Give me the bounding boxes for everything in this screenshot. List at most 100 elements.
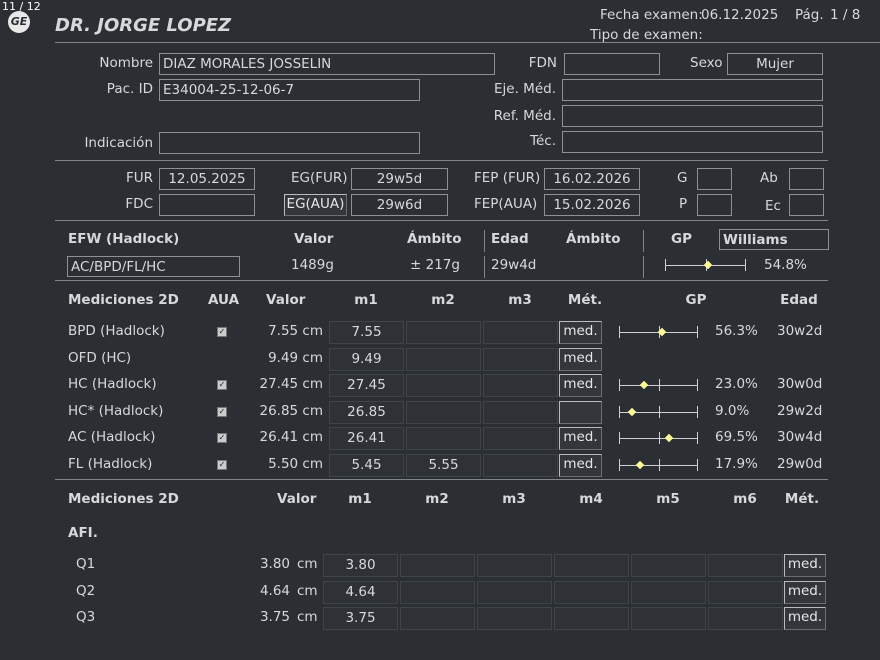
fur-field[interactable]: 12.05.2025 [159, 168, 255, 190]
afi-m4-cell[interactable] [554, 580, 629, 604]
efw-title: EFW (Hadlock) [68, 231, 180, 247]
fdc-label: FDC [125, 196, 153, 212]
gp-bar-tick-mid [659, 458, 660, 471]
eje-med-field[interactable] [562, 79, 823, 101]
efw-edad-header: Edad [491, 231, 529, 247]
fdn-label: FDN [528, 55, 557, 71]
afi-m5-header: m5 [656, 491, 680, 507]
afi-m5-cell[interactable] [631, 607, 706, 630]
tec-field[interactable] [562, 131, 823, 153]
m1-cell[interactable]: 27.45 [329, 374, 404, 397]
aua-checkbox[interactable]: ✓ [217, 406, 227, 417]
m2-cell[interactable] [406, 321, 481, 344]
afi-m4-cell[interactable] [554, 554, 629, 577]
ab-field[interactable] [789, 168, 824, 190]
method-button[interactable]: med. [559, 427, 602, 450]
aua-checkbox[interactable]: ✓ [217, 459, 227, 470]
afi-m2-cell[interactable] [400, 554, 475, 577]
efw-formula-field[interactable]: AC/BPD/FL/HC [67, 256, 240, 277]
afi-m5-cell[interactable] [631, 580, 706, 604]
fepfur-field[interactable]: 16.02.2026 [544, 168, 640, 190]
m2-cell[interactable] [406, 374, 481, 397]
m3-cell[interactable] [483, 400, 558, 424]
m1-cell[interactable]: 26.85 [329, 400, 404, 424]
afi-m2-cell[interactable] [400, 580, 475, 604]
m1-cell[interactable]: 7.55 [329, 321, 404, 344]
egfur-field[interactable]: 29w5d [351, 168, 448, 190]
egaua-field[interactable]: 29w6d [351, 194, 448, 216]
m3-cell[interactable] [483, 453, 558, 477]
method-button[interactable]: med. [559, 347, 602, 371]
aua-checkbox[interactable]: ✓ [217, 380, 227, 390]
ab-label: Ab [760, 170, 778, 186]
aua-checkbox[interactable]: ✓ [217, 433, 227, 443]
m2-cell[interactable] [406, 427, 481, 450]
aua-checkbox[interactable]: ✓ [217, 327, 227, 337]
afi-valor: 3.75 [259, 609, 290, 625]
afi-m3-cell[interactable] [477, 554, 552, 577]
afi-m1-cell[interactable]: 3.80 [323, 554, 398, 577]
p-field[interactable] [697, 194, 732, 216]
measurement-name: AC (Hadlock) [68, 429, 156, 445]
name-field[interactable]: DIAZ MORALES JOSSELIN [159, 53, 495, 75]
afi-method-button[interactable]: med. [784, 580, 826, 604]
sex-label: Sexo [690, 55, 723, 71]
divider [55, 220, 828, 221]
indicacion-field[interactable] [159, 132, 420, 154]
ref-med-field[interactable] [562, 105, 823, 127]
efw-valor: 1489g [291, 257, 334, 273]
afi-method-button[interactable]: med. [784, 607, 826, 630]
method-button[interactable]: med. [559, 374, 602, 397]
m3-cell[interactable] [483, 321, 558, 344]
m3-cell[interactable] [483, 347, 558, 371]
m1-cell[interactable]: 5.45 [329, 453, 404, 477]
fepaua-field[interactable]: 15.02.2026 [544, 194, 640, 216]
ec-field[interactable] [789, 194, 824, 216]
g-field[interactable] [697, 168, 732, 190]
fdn-field[interactable] [564, 53, 660, 75]
fdc-field[interactable] [159, 194, 255, 216]
measurement-name: HC* (Hadlock) [68, 402, 164, 419]
method-button[interactable] [559, 400, 602, 424]
gp-bar-tick-max [697, 379, 698, 391]
afi-m3-cell[interactable] [477, 580, 552, 604]
afi-m6-cell[interactable] [708, 554, 783, 577]
exam-date: 06.12.2025 [701, 7, 779, 23]
m1-cell[interactable]: 26.41 [329, 427, 404, 450]
m2-cell[interactable]: 5.55 [406, 453, 481, 477]
sex-field[interactable]: Mujer [727, 53, 823, 75]
gp-value: 17.9% [715, 455, 758, 472]
gp-marker [703, 260, 713, 270]
afi-m3-cell[interactable] [477, 607, 552, 630]
afi-m6-cell[interactable] [708, 580, 783, 604]
m2-cell[interactable] [406, 347, 481, 371]
afi-method-button[interactable]: med. [784, 554, 826, 577]
m1-header: m1 [354, 292, 378, 308]
egaua-button[interactable]: EG(AUA) [284, 194, 347, 216]
fepaua-label: FEP(AUA) [474, 196, 538, 212]
tec-label: Téc. [530, 133, 556, 149]
gp-bar-line [619, 385, 698, 386]
afi-m4-cell[interactable] [554, 607, 629, 630]
gp-method-select[interactable]: Williams [719, 229, 829, 250]
divider [484, 256, 485, 278]
m3-cell[interactable] [483, 427, 558, 450]
patient-id-field[interactable]: E34004-25-12-06-7 [159, 79, 420, 101]
efw-gp-header: GP [671, 231, 692, 247]
afi-m3-header: m3 [502, 491, 526, 507]
method-button[interactable]: med. [559, 321, 602, 344]
m1-cell[interactable]: 9.49 [329, 347, 404, 371]
m3-cell[interactable] [483, 374, 558, 397]
afi-m1-cell[interactable]: 4.64 [323, 580, 398, 604]
afi-m1-cell[interactable]: 3.75 [323, 607, 398, 630]
efw-ambito2-header: Ámbito [566, 231, 621, 247]
method-button[interactable]: med. [559, 453, 602, 477]
gp-percentile-bar [619, 326, 698, 338]
exam-date-label: Fecha examen: [600, 7, 703, 23]
afi-m6-cell[interactable] [708, 607, 783, 630]
afi-m5-cell[interactable] [631, 554, 706, 577]
m2-cell[interactable] [406, 400, 481, 424]
afi-m2-cell[interactable] [400, 607, 475, 630]
edad-value: 30w2d [777, 323, 823, 339]
afi-m2-header: m2 [425, 491, 449, 507]
